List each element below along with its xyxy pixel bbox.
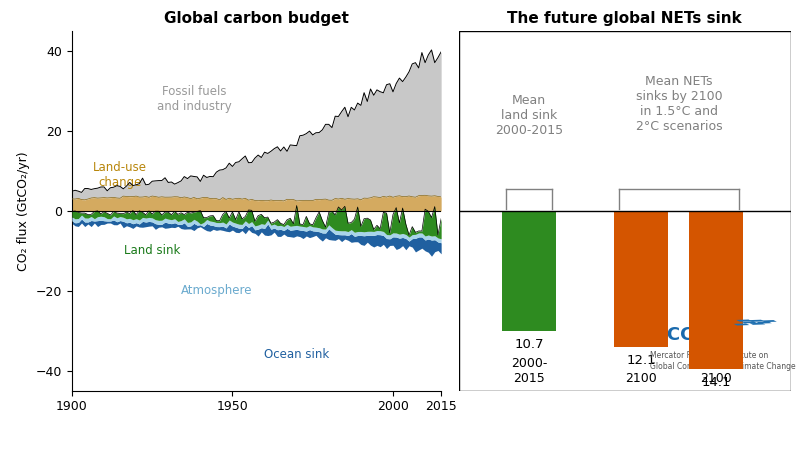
Text: 2100: 2100 (626, 372, 658, 385)
Bar (503, 211, 556, 331)
Y-axis label: CO₂ flux (GtCO₂/yr): CO₂ flux (GtCO₂/yr) (18, 151, 30, 271)
Bar (749, 320, 765, 322)
Text: 2000-
2015: 2000- 2015 (511, 357, 547, 385)
Text: 12.1: 12.1 (626, 354, 656, 366)
FancyBboxPatch shape (459, 31, 791, 391)
Text: 14.1: 14.1 (702, 376, 731, 389)
Text: Mean
land sink
2000-2015: Mean land sink 2000-2015 (495, 94, 563, 137)
Bar (614, 211, 669, 347)
Text: Land-use
change: Land-use change (93, 161, 147, 189)
Text: MCC: MCC (650, 326, 694, 343)
Bar (690, 211, 743, 369)
Title: Global carbon budget: Global carbon budget (164, 11, 349, 26)
Bar (741, 321, 757, 323)
Text: 2100: 2100 (701, 372, 732, 385)
Text: Atmosphere: Atmosphere (181, 284, 252, 297)
Bar (736, 320, 752, 321)
Text: Mean NETs
sinks by 2100
in 1.5°C and
2°C scenarios: Mean NETs sinks by 2100 in 1.5°C and 2°C… (635, 75, 722, 133)
Text: Mercator Research Institute on
Global Commons and Climate Change: Mercator Research Institute on Global Co… (650, 351, 795, 371)
Bar (749, 323, 765, 325)
Title: The future global NETs sink: The future global NETs sink (507, 11, 742, 26)
Text: Land sink: Land sink (124, 244, 181, 257)
Bar (733, 323, 749, 326)
Text: Fossil fuels
and industry: Fossil fuels and industry (157, 85, 231, 113)
Text: Ocean sink: Ocean sink (264, 348, 329, 361)
Bar (756, 321, 772, 324)
Text: 10.7: 10.7 (515, 338, 544, 351)
Bar (761, 320, 777, 322)
